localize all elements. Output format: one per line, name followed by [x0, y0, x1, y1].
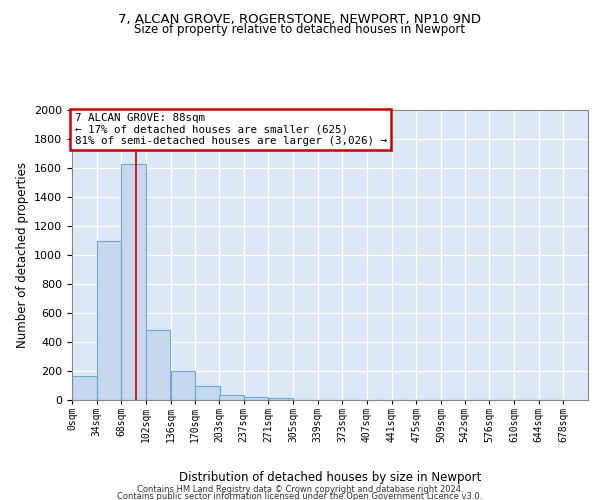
Text: Contains HM Land Registry data © Crown copyright and database right 2024.: Contains HM Land Registry data © Crown c… [137, 484, 463, 494]
Bar [269, 398, 293, 400]
Bar [170, 371, 195, 400]
Bar [72, 376, 97, 400]
Bar [97, 241, 121, 400]
Bar [244, 397, 268, 400]
Text: Contains public sector information licensed under the Open Government Licence v3: Contains public sector information licen… [118, 492, 482, 500]
Bar [219, 395, 244, 400]
Text: Size of property relative to detached houses in Newport: Size of property relative to detached ho… [134, 22, 466, 36]
Bar [196, 386, 220, 400]
Text: Distribution of detached houses by size in Newport: Distribution of detached houses by size … [179, 471, 481, 484]
Text: 7 ALCAN GROVE: 88sqm
← 17% of detached houses are smaller (625)
81% of semi-deta: 7 ALCAN GROVE: 88sqm ← 17% of detached h… [74, 113, 386, 146]
Bar [121, 164, 146, 400]
Y-axis label: Number of detached properties: Number of detached properties [16, 162, 29, 348]
Bar [146, 330, 170, 400]
Text: 7, ALCAN GROVE, ROGERSTONE, NEWPORT, NP10 9ND: 7, ALCAN GROVE, ROGERSTONE, NEWPORT, NP1… [119, 12, 482, 26]
